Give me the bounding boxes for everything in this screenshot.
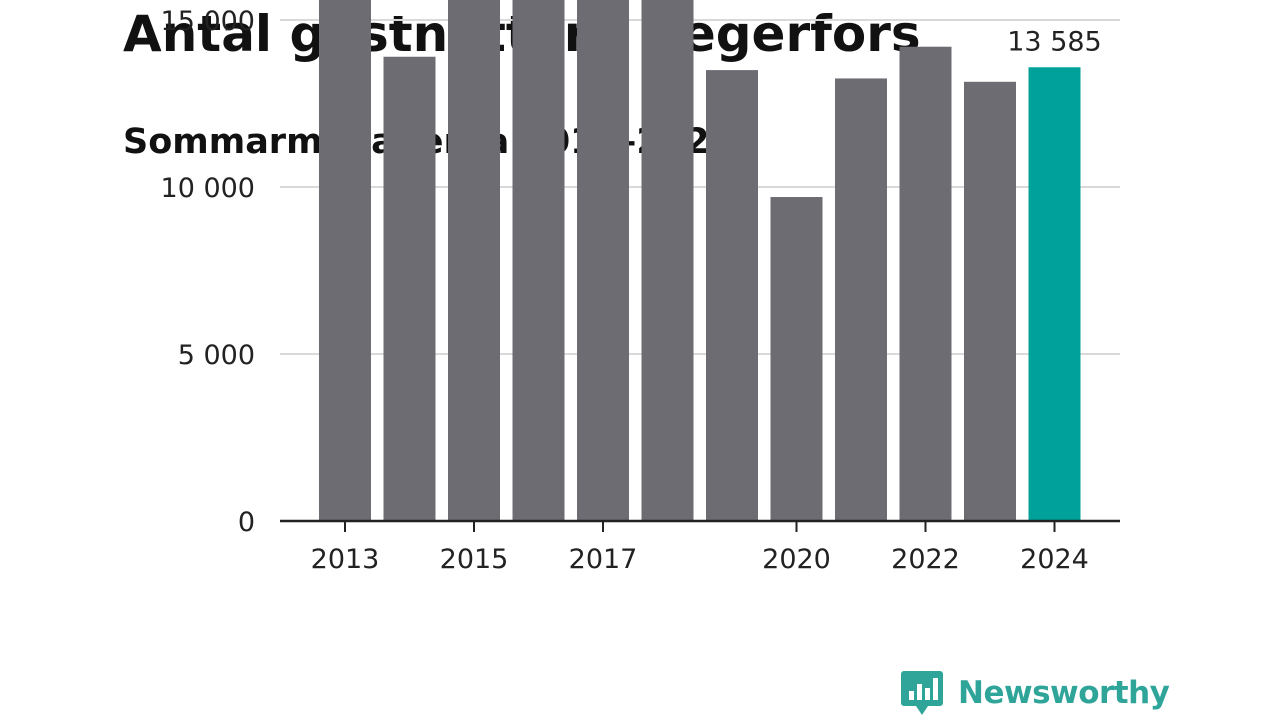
x-axis xyxy=(280,519,1120,532)
bar-2019 xyxy=(706,70,758,521)
bar-2013 xyxy=(319,0,371,522)
newsworthy-logo-icon xyxy=(901,671,943,715)
y-tick-label: 0 xyxy=(238,507,255,538)
bar-2015 xyxy=(448,0,500,521)
bar-2023 xyxy=(964,81,1016,521)
x-tick-label: 2022 xyxy=(891,544,960,575)
x-tick-label: 2017 xyxy=(569,544,638,575)
bar-2022 xyxy=(899,46,952,521)
bar-2024 xyxy=(1028,67,1081,522)
x-tick-label: 2015 xyxy=(440,544,509,575)
x-tick-label: 2013 xyxy=(311,544,380,575)
y-tick-label: 15 000 xyxy=(161,6,255,37)
bars xyxy=(319,0,1081,522)
labels: 0 5 000 10 000 15 000 13 585 2013 2015 2017 2020… xyxy=(161,6,1102,575)
newsworthy-brand: Newsworthy xyxy=(900,668,1170,718)
bar-2017 xyxy=(577,0,629,521)
brand-name: Newsworthy xyxy=(958,675,1170,711)
bar-2016 xyxy=(512,0,565,521)
bar-2020 xyxy=(770,197,823,521)
x-tick-label: 2024 xyxy=(1020,544,1089,575)
bar-2014 xyxy=(383,56,436,522)
data-label-2024: 13 585 xyxy=(1007,26,1101,57)
x-tick-label: 2020 xyxy=(762,544,831,575)
y-tick-label: 10 000 xyxy=(161,173,255,204)
bar-2018 xyxy=(641,0,694,522)
y-tick-label: 5 000 xyxy=(178,340,255,371)
bar-2021 xyxy=(835,78,887,521)
